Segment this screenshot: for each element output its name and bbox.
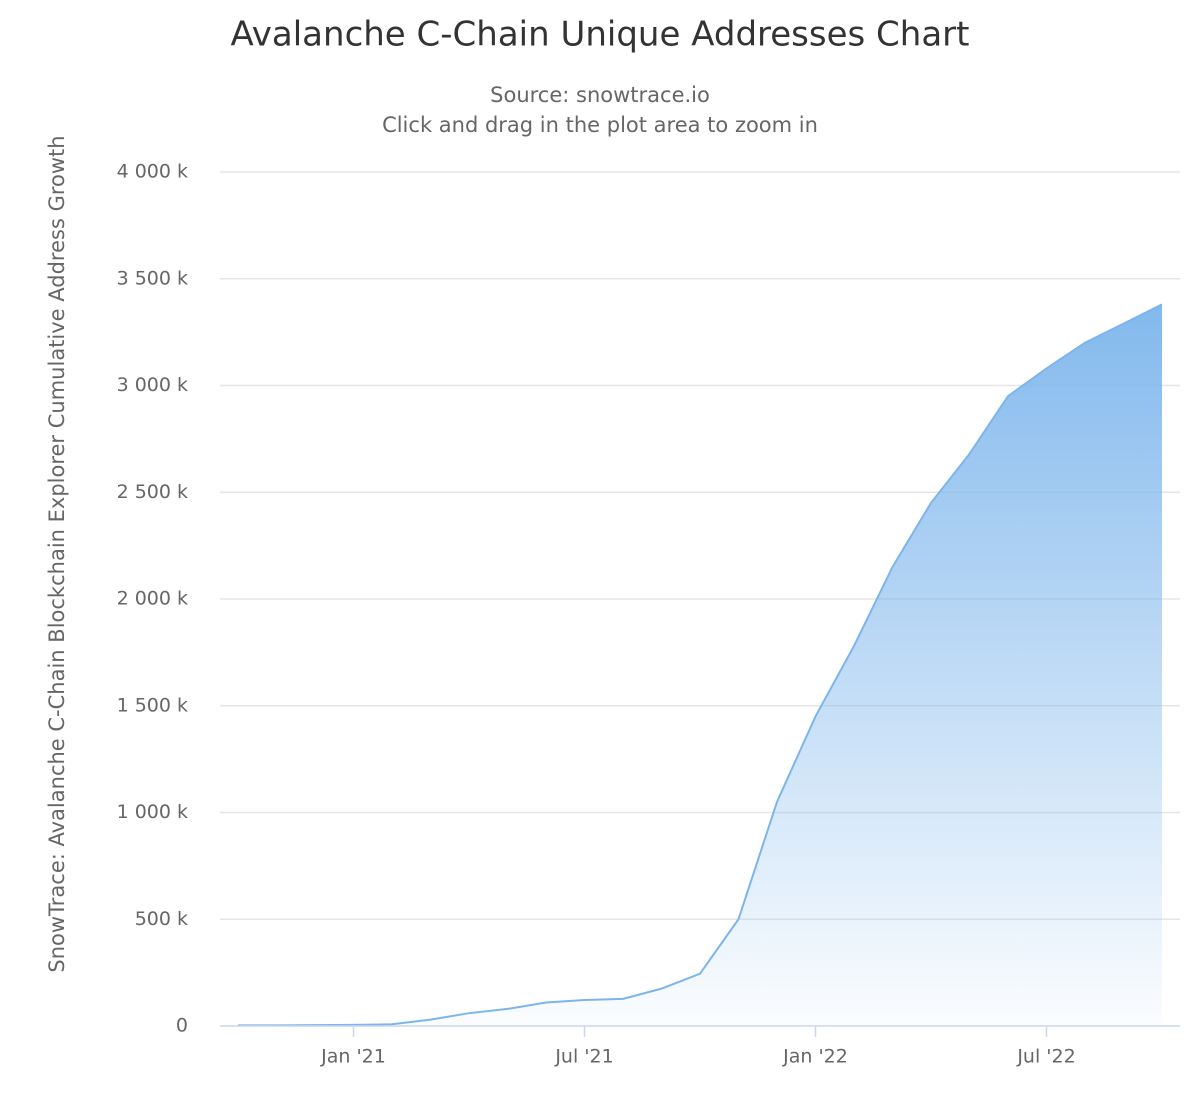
x-tick-label: Jan '22: [782, 1046, 848, 1068]
y-tick-label: 0: [176, 1015, 188, 1037]
y-axis-title: SnowTrace: Avalanche C-Chain Blockchain …: [45, 135, 69, 973]
y-tick-label: 4 000 k: [117, 161, 188, 183]
y-tick-label: 500 k: [135, 908, 188, 930]
y-tick-label: 1 500 k: [117, 694, 188, 716]
y-tick-label: 3 000 k: [117, 374, 188, 396]
y-tick-label: 1 000 k: [117, 801, 188, 823]
chart-subtitle: Click and drag in the plot area to zoom …: [382, 113, 818, 137]
x-tick-label: Jan '21: [320, 1046, 386, 1068]
area: [238, 304, 1162, 1026]
chart-title: Avalanche C-Chain Unique Addresses Chart: [231, 15, 970, 55]
x-tick-label: Jul '21: [554, 1046, 613, 1068]
chart-subtitle: Source: snowtrace.io: [490, 83, 710, 107]
y-tick-label: 3 500 k: [117, 267, 188, 289]
y-tick-label: 2 500 k: [117, 481, 188, 503]
x-tick-label: Jul '22: [1016, 1046, 1075, 1068]
y-tick-label: 2 000 k: [117, 588, 188, 610]
line: [238, 303, 1163, 1027]
